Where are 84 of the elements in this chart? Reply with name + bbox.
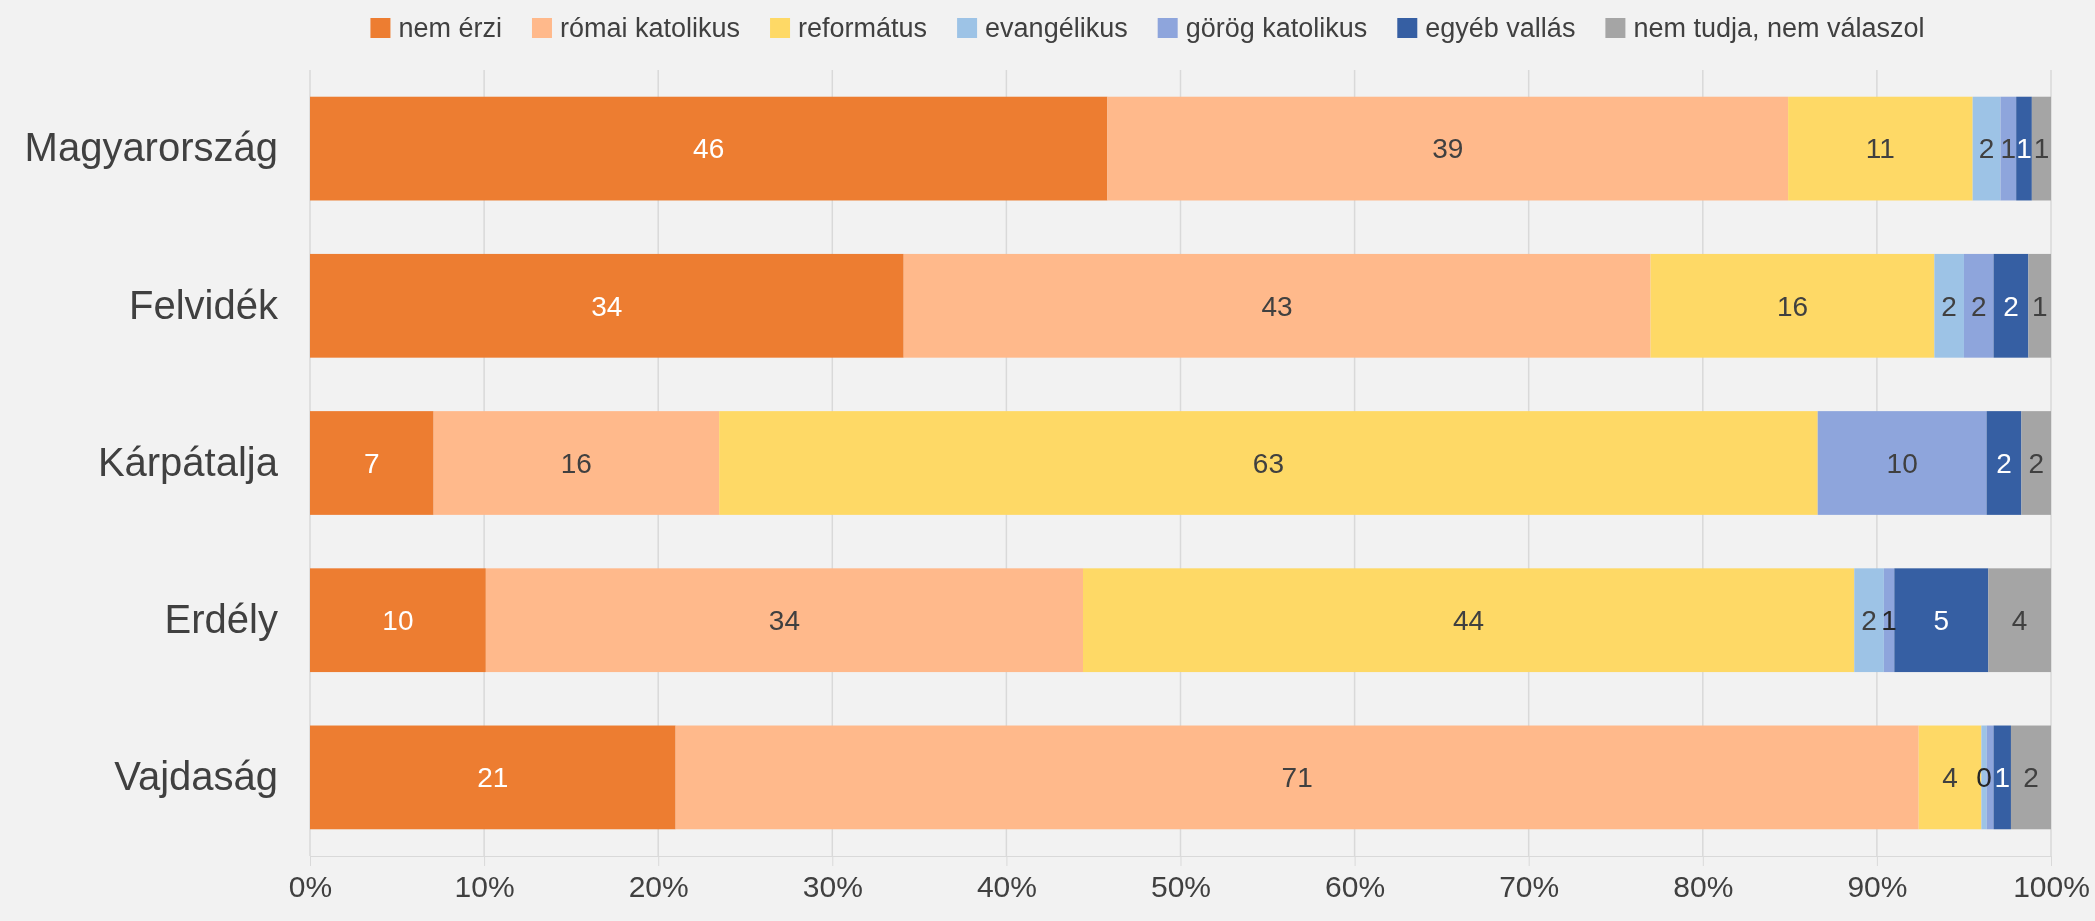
bar bbox=[1963, 253, 1994, 358]
data-label: 71 bbox=[1281, 762, 1313, 794]
data-label: 1 bbox=[1881, 605, 1897, 636]
data-label: 21 bbox=[477, 762, 509, 794]
data-label: 1 bbox=[2033, 133, 2050, 165]
x-tick-label: 0% bbox=[288, 870, 333, 904]
y-tick-label: Felvidék bbox=[129, 282, 279, 327]
y-tick-label: Magyarország bbox=[24, 125, 278, 170]
bar bbox=[675, 725, 1919, 830]
data-label: 34 bbox=[591, 290, 623, 322]
data-label: 1 bbox=[2000, 133, 2017, 165]
bar bbox=[1934, 253, 1964, 358]
x-tick-label: 20% bbox=[628, 870, 689, 904]
bar bbox=[310, 568, 486, 673]
y-tick-label: Vajdaság bbox=[114, 754, 278, 799]
x-tick-label: 100% bbox=[2013, 870, 2090, 904]
legend-label: evangélikus bbox=[985, 13, 1128, 44]
bar bbox=[1993, 725, 2011, 830]
data-label: 44 bbox=[1453, 605, 1485, 636]
bar bbox=[310, 725, 676, 830]
bar bbox=[310, 96, 1108, 201]
data-label: 16 bbox=[1776, 290, 1809, 322]
data-label: 1 bbox=[2016, 133, 2032, 165]
x-tick-label: 90% bbox=[1847, 870, 1908, 904]
y-tick-label: Kárpátalja bbox=[97, 439, 279, 484]
bar bbox=[1986, 411, 2022, 515]
data-label: 5 bbox=[1933, 605, 1950, 636]
x-tick-label: 70% bbox=[1499, 870, 1560, 904]
data-label: 2 bbox=[2023, 762, 2039, 794]
legend-label: egyéb vallás bbox=[1425, 13, 1576, 44]
y-tick-label: Erdély bbox=[164, 597, 278, 641]
data-label: 4 bbox=[2011, 605, 2028, 636]
x-tick-label: 40% bbox=[976, 870, 1037, 904]
bar bbox=[1988, 568, 2051, 673]
legend-label: nem tudja, nem válaszol bbox=[1633, 13, 1925, 44]
bar bbox=[719, 411, 1818, 515]
bar bbox=[2028, 253, 2051, 358]
data-label: 46 bbox=[693, 133, 725, 165]
data-label: 63 bbox=[1252, 447, 1284, 479]
bar bbox=[310, 253, 904, 358]
data-label: 11 bbox=[1865, 133, 1895, 165]
bar bbox=[1083, 568, 1855, 673]
data-label: 7 bbox=[364, 447, 380, 479]
legend-label: római katolikus bbox=[559, 13, 741, 44]
bar bbox=[903, 253, 1651, 358]
x-tick-label: 30% bbox=[802, 870, 863, 904]
data-label: 39 bbox=[1432, 133, 1464, 165]
x-tick-label: 80% bbox=[1673, 870, 1734, 904]
data-label: 1 bbox=[1994, 762, 2011, 794]
bar bbox=[1650, 253, 1935, 358]
bar bbox=[1894, 568, 1989, 673]
x-tick-label: 60% bbox=[1325, 870, 1386, 904]
bar bbox=[1972, 96, 2001, 201]
bar bbox=[2021, 411, 2051, 515]
data-label: 34 bbox=[768, 605, 800, 636]
data-label: 16 bbox=[560, 447, 592, 479]
bar bbox=[433, 411, 720, 515]
bar bbox=[485, 568, 1083, 673]
legend-label: nem érzi bbox=[398, 13, 502, 44]
data-label: 43 bbox=[1261, 290, 1293, 322]
bar bbox=[2031, 96, 2051, 201]
bar bbox=[1817, 411, 1987, 515]
data-label: 2 bbox=[1970, 290, 1987, 322]
data-label: 4 bbox=[1942, 762, 1958, 794]
data-label: 10 bbox=[382, 605, 414, 636]
data-label: 2 bbox=[1861, 605, 1877, 636]
data-label: 2 bbox=[1941, 290, 1957, 322]
bar bbox=[1854, 568, 1884, 673]
bar bbox=[310, 411, 434, 515]
data-label: 2 bbox=[2003, 290, 2019, 322]
x-tick-label: 50% bbox=[1150, 870, 1212, 904]
x-tick-label: 10% bbox=[454, 870, 515, 904]
legend-label: görög katolikus bbox=[1185, 13, 1368, 44]
data-label: 2 bbox=[1978, 133, 1995, 165]
bar bbox=[2010, 725, 2051, 830]
bar bbox=[1993, 253, 2029, 358]
bar bbox=[1788, 96, 1973, 201]
data-label: 1 bbox=[2031, 290, 2048, 322]
legend-label: református bbox=[798, 13, 928, 44]
bar bbox=[2016, 96, 2032, 201]
bar bbox=[1107, 96, 1789, 201]
data-label: 2 bbox=[1996, 447, 2012, 479]
data-label: 2 bbox=[2028, 447, 2044, 479]
data-label: 10 bbox=[1886, 447, 1918, 479]
